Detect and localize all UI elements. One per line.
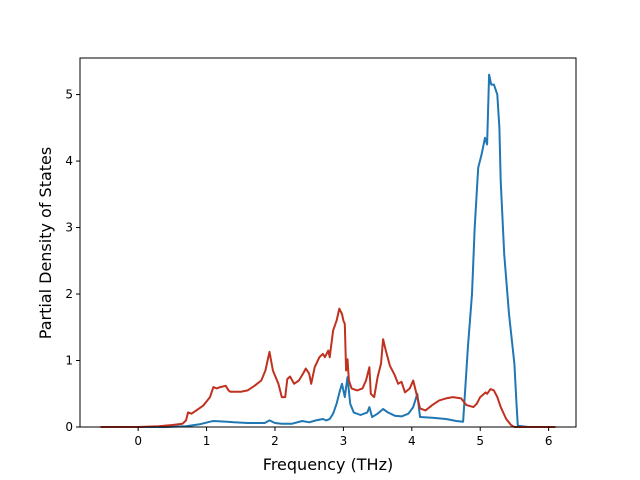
plot-frame [79,57,577,428]
y-tick-label: 4 [65,154,73,168]
x-axis-ticks: 0 1 2 3 4 5 6 [134,427,552,448]
y-tick-label: 0 [65,420,73,434]
x-tick-label: 2 [271,434,279,448]
x-tick-label: 1 [203,434,211,448]
series-line-1 [100,73,553,428]
x-axis-title: Frequency (THz) [263,455,393,474]
series-layer [100,73,556,428]
y-axis-ticks: 0 1 2 3 4 5 [65,88,80,434]
y-tick-label: 2 [65,287,73,301]
series-line-2 [100,307,556,428]
x-tick-label: 6 [545,434,553,448]
y-tick-label: 3 [65,221,73,235]
y-tick-label: 5 [65,88,73,102]
x-tick-label: 5 [476,434,484,448]
y-axis-title: Partial Density of States [36,147,55,339]
y-tick-label: 1 [65,354,73,368]
x-tick-label: 3 [340,434,348,448]
x-tick-label: 4 [408,434,416,448]
x-tick-label: 0 [134,434,142,448]
